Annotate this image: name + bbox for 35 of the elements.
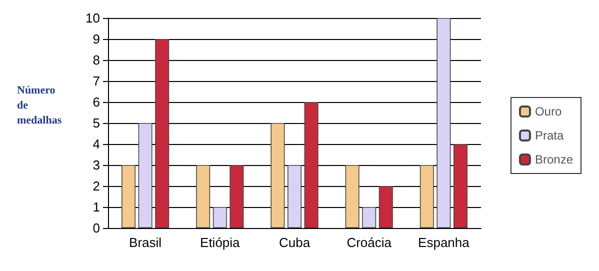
y-tick-label: 9 [92,32,100,46]
y-tick-label: 2 [92,178,100,194]
y-tick-label: 5 [92,116,100,130]
bar [230,165,244,228]
bar [345,165,360,228]
bar [454,144,468,228]
bar [378,186,393,228]
bar [270,123,285,228]
legend-label: Ouro [534,104,562,118]
bar [196,165,210,228]
y-tick-label: 10 [86,10,100,26]
bar [212,207,227,228]
bar [288,165,302,228]
legend-label: Bronze [534,152,574,166]
bar [138,123,152,228]
y-tick-label: 3 [92,158,100,172]
legend-label: Prata [534,128,564,142]
y-tick-label: 6 [92,94,100,110]
x-tick-label: Croácia [346,235,392,250]
y-tick-label: 7 [92,74,100,88]
bar [436,18,451,228]
x-tick-label: Etiópia [200,235,241,250]
bar [304,102,318,228]
y-tick-label: 4 [92,136,100,152]
bar [362,207,376,228]
x-tick-label: Espanha [418,235,470,250]
y-tick-label: 1 [92,200,100,214]
bar [420,165,434,228]
x-tick-label: Cuba [278,235,311,250]
y-tick-label: 0 [92,220,100,236]
y-tick-label: 8 [92,52,100,68]
bar [155,39,170,228]
bar [122,165,136,228]
x-tick-label: Brasil [129,235,162,250]
y-axis-title: Número de medalhas [17,84,62,126]
